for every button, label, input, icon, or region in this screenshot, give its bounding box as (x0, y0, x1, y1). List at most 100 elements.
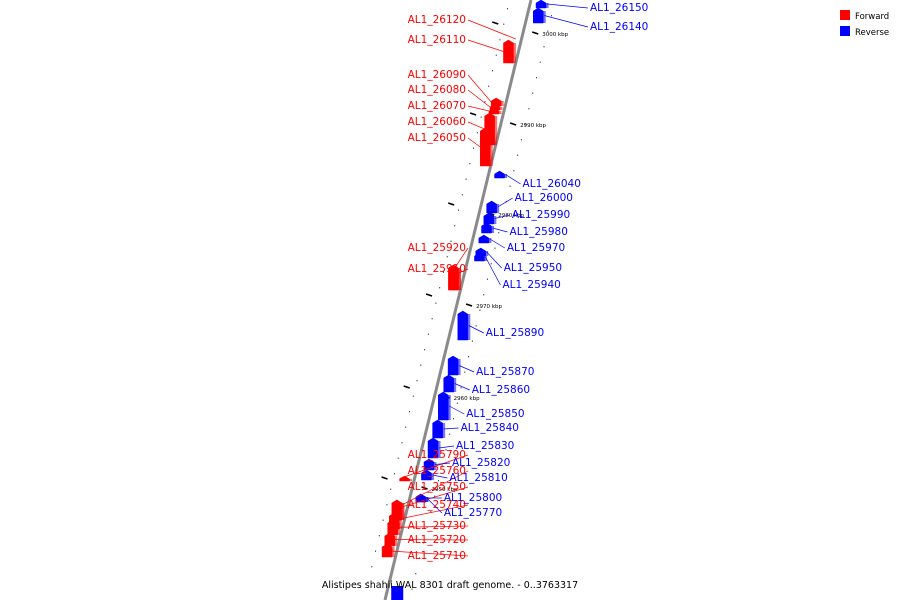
lead-line-al1-26000 (497, 197, 513, 208)
ruler-dot (446, 256, 448, 258)
lead-line-al1-26090 (467, 74, 492, 103)
gene-label-al1-26090[interactable]: AL1_26090 (408, 69, 466, 81)
legend-reverse-label: Reverse (855, 28, 889, 38)
gene-label-al1-25990[interactable]: AL1_25990 (512, 209, 570, 221)
gene-label-al1-25860[interactable]: AL1_25860 (472, 384, 530, 396)
gene-feature-al1-25870 (447, 355, 459, 376)
ruler-dot (386, 504, 388, 506)
lead-line-al1-25840 (443, 427, 459, 430)
gene-label-al1-26140[interactable]: AL1_26140 (590, 21, 648, 33)
gene-feature-shade-al1-25950 (485, 251, 489, 256)
gene-label-al1-25730[interactable]: AL1_25730 (408, 520, 466, 532)
gene-label-al1-26040[interactable]: AL1_26040 (523, 178, 581, 190)
gene-label-al1-25970[interactable]: AL1_25970 (507, 242, 565, 254)
ruler-dot (439, 287, 441, 289)
gene-label-al1-25750[interactable]: AL1_25750 (408, 481, 466, 493)
gene-label-al1-25810[interactable]: AL1_25810 (449, 472, 507, 484)
gene-feature-shade-al1-25910 (458, 268, 461, 290)
gene-label-al1-26080[interactable]: AL1_26080 (408, 84, 466, 96)
gene-label-al1-26050[interactable]: AL1_26050 (408, 132, 466, 144)
ruler-dot (422, 542, 424, 544)
gene-feature-shade-al1-25790 (409, 479, 413, 481)
gene-label-al1-25980[interactable]: AL1_25980 (510, 226, 568, 238)
gene-label-al1-26070[interactable]: AL1_26070 (408, 100, 466, 112)
lead-line-al1-26060 (467, 121, 485, 130)
gene-feature-shade-al1-25870 (458, 359, 461, 375)
gene-label-al1-25830[interactable]: AL1_25830 (456, 440, 514, 452)
legend: Forward Reverse (840, 10, 889, 38)
ruler-dot (490, 263, 492, 265)
major-tick (421, 486, 428, 490)
ruler-dot (543, 46, 545, 48)
tick-label: 2980 kbp (498, 213, 524, 219)
ruler-dot (528, 108, 530, 110)
gene-label-al1-26060[interactable]: AL1_26060 (408, 116, 466, 128)
gene-label-al1-25800[interactable]: AL1_25800 (444, 492, 502, 504)
gene-feature-shade-al1-26150 (546, 3, 549, 8)
ruler-dot (375, 550, 377, 552)
gene-label-al1-25850[interactable]: AL1_25850 (466, 408, 524, 420)
ruler-dot (427, 333, 429, 335)
ruler-dot (382, 519, 384, 521)
gene-feature-shade-al1-26080 (499, 107, 503, 110)
gene-label-al1-26000[interactable]: AL1_26000 (515, 192, 573, 204)
gene-label-al1-25740[interactable]: AL1_25740 (408, 499, 466, 511)
tick-label: 2970 kbp (476, 304, 502, 310)
gene-feature-shade-al1-25860 (453, 378, 457, 392)
ruler-dot (507, 8, 509, 10)
gene-feature-al1-25910 (448, 264, 459, 291)
ruler-dot (420, 364, 422, 366)
gene-feature-shade-al1-25840 (442, 423, 446, 438)
gene-feature-shade-al1-25740 (399, 516, 402, 529)
ruler-dot (419, 557, 421, 559)
major-tick (509, 122, 517, 126)
ruler-dot (517, 154, 519, 156)
gene-feature-shade-al1-25830 (438, 441, 441, 458)
gene-label-al1-25920[interactable]: AL1_25920 (408, 242, 466, 254)
ruler-dot (524, 123, 526, 125)
gene-feature-shade-al1-25810 (431, 473, 434, 480)
major-tick (425, 293, 433, 297)
gene-label-al1-25710[interactable]: AL1_25710 (408, 550, 466, 562)
ruler-dot (479, 309, 481, 311)
ruler-dot (499, 39, 501, 41)
gene-label-al1-25770[interactable]: AL1_25770 (444, 507, 502, 519)
lead-line-al1-25910 (448, 268, 469, 278)
ruler-dot (494, 247, 496, 249)
gene-feature-shade-al1-25750 (401, 503, 405, 520)
gene-label-al1-25870[interactable]: AL1_25870 (476, 366, 534, 378)
ruler-dot (503, 23, 505, 25)
lead-line-al1-25750 (391, 486, 469, 511)
ruler-dot (513, 170, 515, 172)
ruler-dot (473, 147, 475, 149)
ruler-dot (483, 294, 485, 296)
gene-label-al1-26150[interactable]: AL1_26150 (590, 2, 648, 14)
lead-line-al1-25710 (382, 550, 469, 557)
lead-line-al1-25820 (434, 462, 451, 465)
gene-feature-shade-al1-25980 (491, 226, 495, 233)
gene-label-al1-25840[interactable]: AL1_25840 (461, 422, 519, 434)
gene-label-al1-25760[interactable]: AL1_25760 (408, 465, 466, 477)
ruler-dot (476, 132, 478, 134)
gene-feature-al1-26040 (494, 170, 505, 179)
gene-label-al1-26120[interactable]: AL1_26120 (408, 14, 466, 26)
ruler-dot (435, 302, 437, 304)
gene-label-al1-25790[interactable]: AL1_25790 (408, 449, 466, 461)
ruler-dot (449, 433, 451, 435)
gene-label-al1-25950[interactable]: AL1_25950 (504, 262, 562, 274)
gene-label-al1-25940[interactable]: AL1_25940 (502, 279, 560, 291)
ruler-dot (437, 480, 439, 482)
ruler-dot (502, 216, 504, 218)
gene-label-al1-25720[interactable]: AL1_25720 (408, 534, 466, 546)
gene-label-al1-25890[interactable]: AL1_25890 (486, 327, 544, 339)
ruler-dot (498, 232, 500, 234)
lead-line-al1-26110 (467, 39, 504, 52)
gene-label-al1-25820[interactable]: AL1_25820 (452, 457, 510, 469)
major-tick (491, 21, 499, 25)
ruler-dot (486, 278, 488, 280)
gene-feature-partial (391, 586, 404, 600)
gene-label-al1-25910[interactable]: AL1_25910 (408, 263, 466, 275)
gene-label-al1-26110[interactable]: AL1_26110 (408, 34, 466, 46)
ruler-dot (520, 139, 522, 141)
